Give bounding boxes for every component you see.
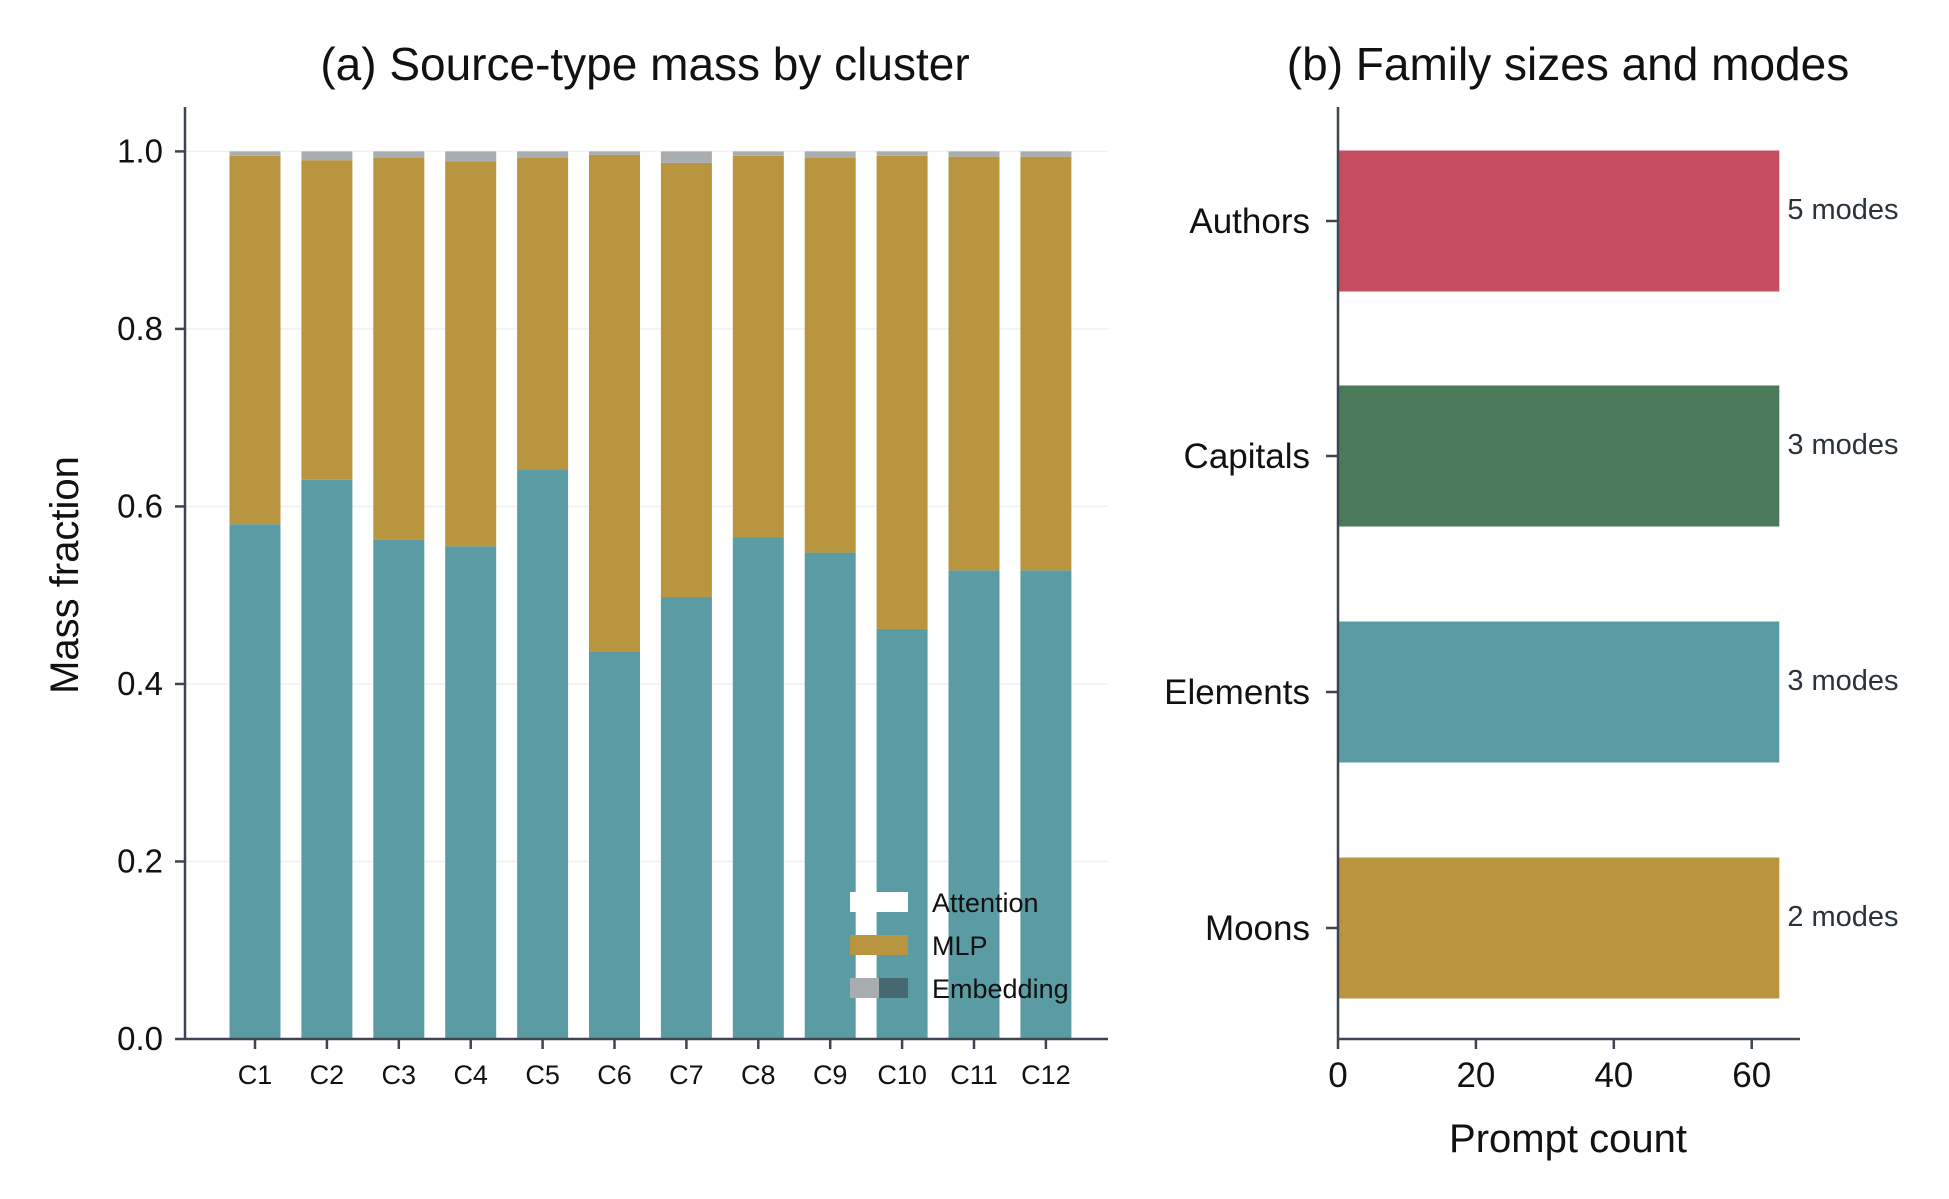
bar-embedding-c4 bbox=[445, 151, 497, 162]
y-tick-label: 0.6 bbox=[117, 487, 163, 524]
x-tick-label: C4 bbox=[453, 1060, 488, 1090]
annotation-authors: 5 modes bbox=[1787, 194, 1898, 226]
bar-mlp-c7 bbox=[660, 162, 712, 597]
x-tick-label: C3 bbox=[382, 1060, 417, 1090]
x-tick-label: C6 bbox=[597, 1060, 632, 1090]
panel-a-y-axis-label: Mass fraction bbox=[43, 456, 87, 694]
bar-embedding-c10 bbox=[876, 151, 928, 156]
x-tick-label: C10 bbox=[877, 1060, 927, 1090]
bar-attention-c12 bbox=[1020, 570, 1072, 1039]
x-tick-label: C2 bbox=[310, 1060, 345, 1090]
bar-attention-c7 bbox=[660, 596, 712, 1039]
bar-embedding-c2 bbox=[301, 151, 353, 161]
panel-b-y-ticks: Authors Capitals Elements Moons bbox=[1164, 202, 1338, 948]
bar-capitals bbox=[1338, 385, 1780, 527]
bar-mlp-c4 bbox=[445, 161, 497, 547]
panel-a-x-ticks: C1 C2 C3 C4 C5 C6 C7 C8 C9 C10 C11 C12 bbox=[238, 1039, 1071, 1090]
panel-a-title: (a) Source-type mass by cluster bbox=[320, 38, 969, 90]
bar-embedding-c8 bbox=[732, 151, 784, 156]
x-tick-label: 20 bbox=[1456, 1056, 1495, 1095]
annotation-moons: 2 modes bbox=[1787, 901, 1898, 933]
panel-b-axes bbox=[1336, 107, 1800, 1041]
legend-swatch-attention bbox=[850, 892, 908, 912]
legend-label-attention: Attention bbox=[932, 888, 1039, 918]
panel-b-title: (b) Family sizes and modes bbox=[1287, 38, 1849, 90]
x-tick-label: C7 bbox=[669, 1060, 704, 1090]
bar-mlp-c5 bbox=[517, 157, 569, 470]
bar-attention-c5 bbox=[517, 469, 569, 1039]
bar-mlp-c9 bbox=[804, 157, 856, 553]
panel-b-chart: (b) Family sizes and modes Prompt count … bbox=[1164, 38, 1898, 1161]
panel-a-axes bbox=[183, 107, 1108, 1041]
x-tick-label: C1 bbox=[238, 1060, 273, 1090]
bar-elements bbox=[1338, 621, 1780, 763]
bar-embedding-c1 bbox=[229, 151, 281, 156]
panel-b-x-axis-label: Prompt count bbox=[1449, 1117, 1687, 1161]
y-tick-label: 0.4 bbox=[117, 665, 163, 702]
bar-mlp-c6 bbox=[589, 154, 640, 652]
legend-swatch-mlp bbox=[850, 935, 908, 955]
panel-a-bars bbox=[229, 151, 1072, 1039]
bar-mlp-c11 bbox=[948, 156, 1000, 571]
y-tick-label: 0.0 bbox=[117, 1020, 163, 1057]
x-tick-label: C11 bbox=[950, 1060, 998, 1090]
bar-mlp-c1 bbox=[229, 155, 281, 525]
x-tick-label: C8 bbox=[741, 1060, 776, 1090]
annotation-capitals: 3 modes bbox=[1787, 429, 1898, 461]
bar-mlp-c8 bbox=[732, 155, 784, 538]
panel-b-annotations: 5 modes 3 modes 3 modes 2 modes bbox=[1787, 194, 1898, 933]
y-tick-label-capitals: Capitals bbox=[1184, 437, 1310, 476]
panel-a-legend: Attention MLP Embedding bbox=[850, 888, 1069, 1004]
bar-mlp-c10 bbox=[876, 155, 928, 629]
bar-authors bbox=[1338, 150, 1780, 292]
x-tick-label: 40 bbox=[1594, 1056, 1633, 1095]
y-tick-label-moons: Moons bbox=[1205, 909, 1310, 948]
legend-label-embedding: Embedding bbox=[932, 974, 1069, 1004]
y-tick-label-elements: Elements bbox=[1164, 673, 1310, 712]
bar-mlp-c2 bbox=[301, 160, 353, 480]
y-tick-label-authors: Authors bbox=[1189, 202, 1310, 241]
panel-b-x-ticks: 0 20 40 60 bbox=[1328, 1039, 1771, 1095]
panel-a-chart: (a) Source-type mass by cluster Mass fra… bbox=[43, 38, 1108, 1090]
panel-a-y-ticks: 0.0 0.2 0.4 0.6 0.8 1.0 bbox=[117, 132, 185, 1057]
bar-attention-c9 bbox=[804, 552, 856, 1039]
bar-attention-c6 bbox=[589, 651, 640, 1039]
annotation-elements: 3 modes bbox=[1787, 665, 1898, 697]
legend-swatch-embedding-dark bbox=[879, 978, 908, 998]
x-tick-label: C9 bbox=[813, 1060, 848, 1090]
bar-attention-c4 bbox=[445, 546, 497, 1039]
bar-attention-c3 bbox=[373, 539, 425, 1039]
bar-attention-c11 bbox=[948, 570, 1000, 1039]
x-tick-label: 60 bbox=[1732, 1056, 1771, 1095]
x-tick-label: C12 bbox=[1021, 1060, 1071, 1090]
y-tick-label: 1.0 bbox=[117, 132, 163, 169]
bar-embedding-c5 bbox=[517, 151, 569, 158]
bar-embedding-c7 bbox=[660, 151, 712, 163]
bar-mlp-c3 bbox=[373, 157, 425, 540]
bar-embedding-c12 bbox=[1020, 151, 1072, 157]
legend-label-mlp: MLP bbox=[932, 931, 988, 961]
bar-mlp-c12 bbox=[1020, 156, 1072, 571]
bar-embedding-c3 bbox=[373, 151, 425, 158]
bar-attention-c8 bbox=[732, 537, 784, 1039]
x-tick-label: 0 bbox=[1328, 1056, 1347, 1095]
panel-b-bars bbox=[1338, 150, 1780, 999]
bar-embedding-c11 bbox=[948, 151, 1000, 157]
x-tick-label: C5 bbox=[525, 1060, 560, 1090]
y-tick-label: 0.8 bbox=[117, 310, 163, 347]
bar-attention-c10 bbox=[876, 628, 928, 1039]
bar-embedding-c6 bbox=[589, 151, 640, 155]
bar-attention-c1 bbox=[229, 524, 281, 1039]
y-tick-label: 0.2 bbox=[117, 842, 163, 879]
bar-embedding-c9 bbox=[804, 151, 856, 158]
bar-attention-c2 bbox=[301, 479, 353, 1039]
bar-moons bbox=[1338, 857, 1780, 999]
